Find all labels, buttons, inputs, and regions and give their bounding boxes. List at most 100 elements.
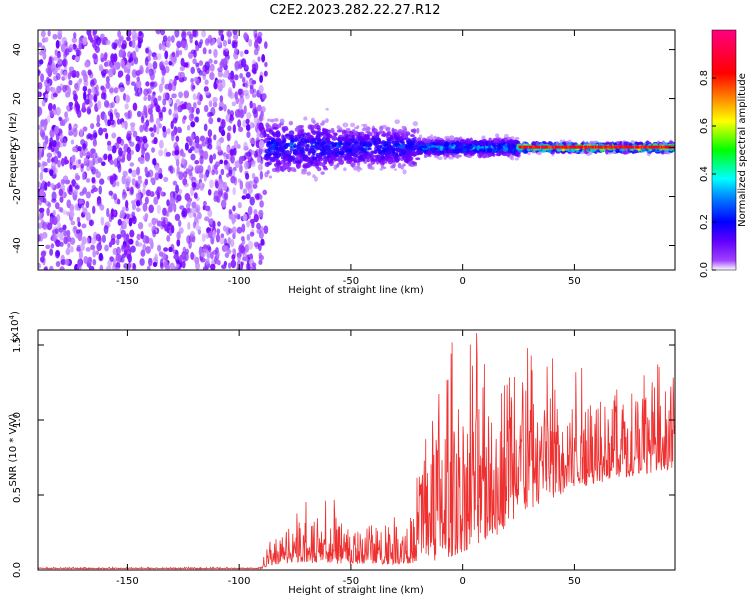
- heatmap-cell: [88, 265, 95, 270]
- heatmap-cell: [560, 145, 563, 149]
- heatmap-cell: [174, 149, 180, 156]
- heatmap-cell: [206, 244, 211, 251]
- heatmap-cell: [203, 150, 209, 160]
- heatmap-cell: [166, 235, 171, 242]
- heatmap-cell: [145, 189, 152, 197]
- heatmap-cell: [153, 196, 159, 205]
- heatmap-cell: [331, 141, 335, 147]
- heatmap-cell: [157, 95, 162, 101]
- heatmap-cell: [70, 210, 75, 218]
- heatmap-cell: [209, 179, 215, 189]
- heatmap-cell: [655, 145, 658, 149]
- heatmap-cell: [619, 145, 622, 149]
- heatmap-cell: [320, 171, 325, 175]
- heatmap-cell: [521, 145, 524, 149]
- heatmap-cell: [401, 137, 407, 141]
- heatmap-cell: [343, 167, 347, 172]
- heatmap-cell: [48, 141, 53, 149]
- heatmap-cell: [38, 142, 41, 148]
- heatmap-cell: [184, 142, 189, 151]
- heatmap-cell: [92, 30, 98, 35]
- heatmap-cell: [529, 145, 532, 149]
- heatmap-cell: [458, 142, 464, 149]
- heatmap-cell: [38, 151, 42, 161]
- heatmap-cell: [47, 181, 51, 187]
- heatmap-cell: [71, 178, 76, 187]
- heatmap-cell: [244, 49, 249, 55]
- heatmap-cell: [245, 181, 251, 190]
- heatmap-cell: [74, 82, 79, 90]
- heatmap-cell: [89, 100, 93, 108]
- heatmap-cell: [263, 156, 269, 161]
- heatmap-cell: [568, 145, 571, 149]
- heatmap-cell: [143, 108, 148, 115]
- heatmap-cell: [81, 223, 87, 229]
- heatmap-cell: [637, 145, 641, 149]
- heatmap-cell: [166, 128, 171, 135]
- heatmap-cell: [292, 150, 298, 156]
- heatmap-cell: [85, 247, 91, 252]
- heatmap-cell: [223, 70, 229, 78]
- heatmap-cell: [300, 149, 305, 155]
- heatmap-cell: [90, 244, 96, 251]
- heatmap-cell: [149, 71, 155, 81]
- heatmap-cell: [289, 134, 294, 140]
- heatmap-cell: [224, 245, 229, 253]
- heatmap-cell: [415, 157, 421, 161]
- heatmap-cell: [257, 37, 262, 45]
- heatmap-cell: [152, 55, 158, 61]
- heatmap-cell: [230, 175, 236, 184]
- heatmap-cell: [492, 152, 496, 157]
- heatmap-cell: [78, 250, 84, 260]
- heatmap-cell: [192, 58, 197, 65]
- heatmap-cell: [209, 71, 215, 80]
- heatmap-cell: [406, 150, 411, 155]
- heatmap-cell: [89, 219, 93, 227]
- heatmap-cell: [130, 125, 135, 133]
- heatmap-cell: [387, 158, 393, 163]
- heatmap-cell: [201, 252, 206, 258]
- heatmap-cell: [221, 130, 226, 137]
- heatmap-cell: [155, 165, 160, 172]
- heatmap-cell: [219, 95, 224, 103]
- heatmap-cell: [345, 128, 351, 132]
- heatmap-cell: [312, 157, 317, 161]
- heatmap-cell: [439, 150, 445, 154]
- heatmap-cell: [239, 72, 244, 79]
- heatmap-cell: [633, 145, 637, 149]
- heatmap-cell: [398, 153, 403, 157]
- heatmap-cell: [260, 238, 265, 246]
- heatmap-cell: [160, 30, 165, 36]
- heatmap-cell: [121, 244, 126, 250]
- heatmap-cell: [410, 134, 415, 137]
- heatmap-cell: [126, 253, 131, 260]
- heatmap-cell: [119, 209, 125, 219]
- heatmap-cell: [338, 150, 345, 156]
- heatmap-cell: [171, 51, 176, 58]
- heatmap-cell: [240, 155, 244, 163]
- heatmap-cell: [320, 131, 325, 135]
- heatmap-cell: [68, 44, 74, 52]
- heatmap-cell: [373, 158, 378, 162]
- heatmap-cell: [55, 202, 60, 210]
- heatmap-cell: [385, 154, 392, 159]
- heatmap-cell: [134, 91, 140, 97]
- heatmap-cell: [54, 125, 60, 135]
- heatmap-cell: [95, 84, 99, 93]
- colorbar: 0.0 0.2 0.4 0.6 0.8 Normalized spectral ampl…: [699, 29, 748, 278]
- heatmap-cell: [73, 225, 77, 231]
- heatmap-cell: [222, 39, 228, 47]
- heatmap-cell: [158, 251, 164, 257]
- heatmap-cell: [38, 199, 42, 206]
- heatmap-cell: [443, 155, 447, 161]
- heatmap-cell: [63, 229, 68, 237]
- heatmap-cell: [199, 94, 203, 102]
- heatmap-cell: [195, 142, 200, 149]
- heatmap-cell: [379, 144, 383, 149]
- heatmap-cell: [124, 120, 128, 130]
- heatmap-cell: [367, 131, 373, 136]
- heatmap-cell: [400, 133, 405, 138]
- heatmap-cell: [110, 233, 116, 241]
- heatmap-cell: [361, 123, 367, 127]
- heatmap-cell: [233, 74, 239, 81]
